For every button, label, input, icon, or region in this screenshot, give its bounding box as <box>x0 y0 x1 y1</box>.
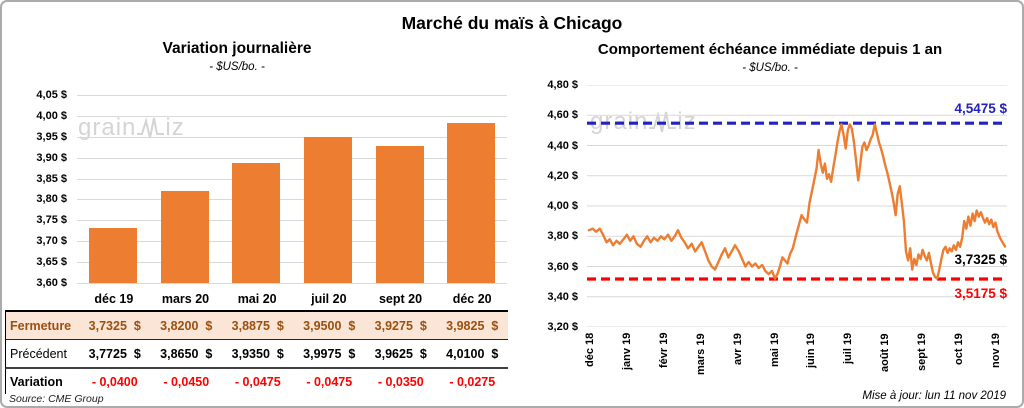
bar-gridline <box>77 262 507 264</box>
bar-gridline <box>77 241 507 243</box>
line-x-tick-label: févr 19 <box>657 333 670 369</box>
line-y-tick-label: 3,60 $ <box>547 260 578 273</box>
table-cell: - 0,0275 <box>449 374 496 389</box>
line-x-tick-label: mai 19 <box>768 333 781 368</box>
watermark-text-prefix: grain <box>590 108 649 135</box>
row-label: Variation <box>10 374 63 389</box>
line-x-tick-label: nov 19 <box>989 333 1002 368</box>
table-cell: 3,8650 $ <box>160 346 213 361</box>
bar <box>232 162 281 283</box>
grainwiz-watermark: grain iz <box>78 114 185 142</box>
line-x-tick-label: juil 19 <box>842 333 855 365</box>
bar-y-axis: 4,05 $ 4,00 $ 3,95 $ 3,90 $ 3,85 $ 3,80 $ 3,75… <box>10 89 67 289</box>
bar-chart-title: Variation journalière <box>162 40 312 57</box>
watermark-text-prefix: grain <box>78 114 137 141</box>
table-cell: 3,9275 $ <box>374 318 427 333</box>
bar-y-tick-label: 3,90 $ <box>36 151 67 164</box>
bar-y-tick-label: 4,00 $ <box>36 109 67 122</box>
bar-plot <box>77 95 507 284</box>
table-cell: 3,8875 $ <box>231 318 284 333</box>
bar <box>375 146 424 283</box>
bar-y-tick-label: 3,70 $ <box>36 235 67 248</box>
table-cell: - 0,0475 <box>306 374 353 389</box>
line-x-axis: déc 18 janv 19 févr 19 mars 19 avr 19 mai 19 j… <box>584 333 1007 395</box>
bar <box>88 227 137 283</box>
bar-gridline <box>77 157 507 159</box>
bar <box>447 123 496 283</box>
grainwiz-pulse-icon <box>649 110 677 132</box>
bar-y-tick-label: 3,60 $ <box>36 277 67 289</box>
bar <box>160 191 209 283</box>
table-cell: 3,9975 $ <box>303 346 356 361</box>
table-cell: - 0,0475 <box>234 374 281 389</box>
bar <box>303 136 352 283</box>
line-chart-title: Comportement échéance immédiate depuis 1… <box>597 41 943 58</box>
watermark-text-suffix: iz <box>165 114 185 141</box>
line-x-tick-label: sept 19 <box>916 333 929 371</box>
line-x-tick-label: avr 19 <box>731 333 744 365</box>
table-cell: 3,8200 $ <box>160 318 213 333</box>
line-y-tick-label: 4,60 $ <box>547 109 578 122</box>
line-x-tick-label: juin 19 <box>805 333 818 368</box>
bar-gridline <box>77 220 507 222</box>
table-header-row: déc 19 mars 20 mai 20 juil 20 sept 20 déc 20 <box>5 288 508 312</box>
table-cell: 3,7325 $ <box>88 318 141 333</box>
table-cell: 3,7725 $ <box>88 346 141 361</box>
table-row-fermeture: Fermeture 3,7325 $ 3,8200 $ 3,8875 $ 3,9500 … <box>5 312 508 340</box>
bar-chart-subtitle: - $US/bo. - <box>209 61 265 73</box>
line-x-tick-label: août 19 <box>879 333 892 372</box>
line-x-tick-label: déc 18 <box>584 333 596 368</box>
row-label: Précédent <box>10 346 67 361</box>
bar-gridline <box>77 178 507 180</box>
line-y-tick-label: 3,80 $ <box>547 230 578 243</box>
table-cell: 3,9350 $ <box>231 346 284 361</box>
price-line <box>587 123 1007 280</box>
bar-gridline <box>77 283 507 284</box>
bar-y-tick-label: 4,05 $ <box>36 89 67 101</box>
line-y-tick-label: 3,40 $ <box>547 290 578 303</box>
line-chart-subtitle: - $US/bo. - <box>742 62 798 74</box>
bar-gridline <box>77 95 507 96</box>
line-plot <box>587 85 1007 327</box>
bar-y-tick-label: 3,80 $ <box>36 193 67 206</box>
bar-gridline <box>77 136 507 138</box>
line-y-tick-label: 4,00 $ <box>547 200 578 212</box>
table-header-cell: déc 19 <box>94 292 134 306</box>
row-label: Fermeture <box>10 318 72 333</box>
table-header-cell: sept 20 <box>378 292 423 306</box>
table-cell: 3,9825 $ <box>446 318 499 333</box>
table-header-cell: mars 20 <box>161 292 210 306</box>
bar-y-tick-label: 3,75 $ <box>36 214 67 227</box>
line-y-tick-label: 4,40 $ <box>547 139 578 152</box>
table-cell: 4,0100 $ <box>446 346 499 361</box>
update-note: Mise à jour: lun 11 nov 2019 <box>862 390 1006 402</box>
table-cell: - 0,0400 <box>91 374 138 389</box>
page-title: Marché du maïs à Chicago <box>401 13 623 33</box>
table-header-cell: mai 20 <box>237 292 277 306</box>
line-y-tick-label: 4,80 $ <box>547 79 578 91</box>
bar-gridline <box>77 115 507 117</box>
bar-y-tick-label: 3,85 $ <box>36 172 67 185</box>
line-x-tick-label: oct 19 <box>953 333 965 365</box>
bar-y-tick-label: 3,95 $ <box>36 130 67 143</box>
table-cell: - 0,0350 <box>377 374 424 389</box>
line-y-axis: 4,80 $ 4,60 $ 4,40 $ 4,20 $ 4,00 $ 3,80 $ 3,60… <box>520 79 578 333</box>
table-row-variation: Variation - 0,0400 - 0,0450 - 0,0475 - 0,047… <box>5 369 508 394</box>
line-x-tick-label: mars 19 <box>694 333 707 375</box>
table-cell: 3,9625 $ <box>374 346 427 361</box>
line-y-tick-label: 3,20 $ <box>547 321 578 333</box>
table-header-cell: juil 20 <box>311 292 347 306</box>
line-plot-svg <box>587 85 1007 327</box>
source-note: Source: CME Group <box>9 393 104 405</box>
table-header-cell: déc 20 <box>452 292 492 306</box>
price-table: déc 19 mars 20 mai 20 juil 20 sept 20 déc 20 F… <box>5 288 508 394</box>
table-cell: - 0,0450 <box>163 374 210 389</box>
line-x-tick-label: janv 19 <box>620 333 633 371</box>
bar-gridline <box>77 199 507 201</box>
table-row-precedent: Précédent 3,7725 $ 3,8650 $ 3,9350 $ 3,9975 … <box>5 340 508 369</box>
line-y-tick-label: 4,20 $ <box>547 169 578 182</box>
table-cell: 3,9500 $ <box>303 318 356 333</box>
bar-y-tick-label: 3,65 $ <box>36 256 67 269</box>
